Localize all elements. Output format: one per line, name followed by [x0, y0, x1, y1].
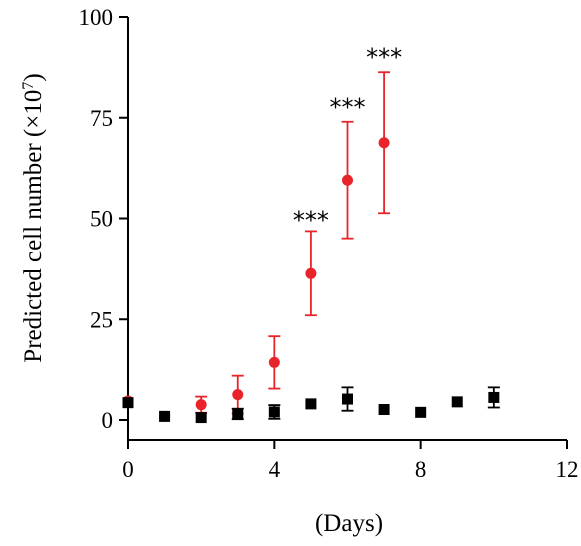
- x-tick-label: 0: [122, 457, 134, 482]
- data-point-circle: [378, 137, 390, 149]
- data-point-circle: [232, 389, 244, 401]
- significance-marker: ***: [293, 207, 329, 235]
- y-tick-label: 0: [102, 408, 114, 433]
- data-point-square: [342, 393, 353, 405]
- data-point-square: [195, 412, 207, 424]
- data-point-circle: [268, 356, 280, 368]
- y-tick-label: 100: [79, 5, 114, 30]
- significance-marker: ***: [366, 43, 402, 71]
- x-tick-label: 8: [415, 457, 427, 482]
- y-tick-label: 25: [90, 307, 113, 332]
- ticks: 0 4 8 12 0 25 50 75 100: [79, 5, 579, 482]
- x-tick-label: 4: [269, 457, 281, 482]
- y-axis-label-main: Predicted cell number (×10: [20, 90, 47, 363]
- data-point-square: [159, 410, 171, 422]
- data-point-square: [488, 391, 500, 403]
- annotations: *********: [293, 43, 402, 234]
- y-tick-label: 50: [90, 207, 113, 232]
- data-point-square: [232, 408, 244, 420]
- data-point-square: [268, 406, 280, 418]
- data-point-square: [305, 398, 317, 410]
- data-marks: [122, 71, 500, 424]
- axes: [127, 17, 567, 441]
- data-point-square: [378, 404, 390, 416]
- x-axis-label: (Days): [315, 510, 383, 537]
- y-tick-label: 75: [90, 106, 113, 131]
- y-axis-label-exponent: 7: [20, 82, 37, 90]
- data-point-square: [415, 406, 427, 418]
- data-point-square: [122, 397, 134, 409]
- data-point-circle: [342, 174, 353, 186]
- y-axis-label: Predicted cell number (×107): [20, 73, 48, 362]
- y-axis-label-suffix: ): [20, 73, 47, 81]
- significance-marker: ***: [330, 94, 366, 122]
- data-point-circle: [195, 399, 207, 411]
- x-tick-label: 12: [556, 457, 579, 482]
- data-point-circle: [305, 267, 317, 279]
- data-point-square: [451, 396, 463, 408]
